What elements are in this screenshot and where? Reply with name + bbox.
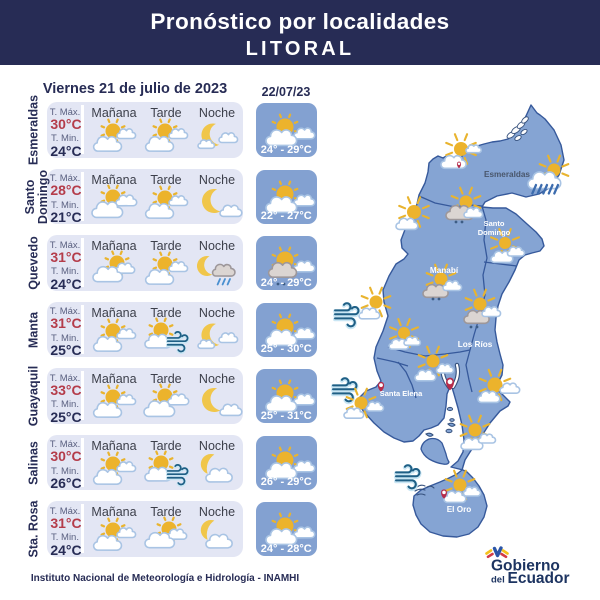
- svg-text:Esmeraldas: Esmeraldas: [484, 170, 530, 179]
- svg-text:Esmeraldas: Esmeraldas: [26, 95, 40, 165]
- svg-text:Salinas: Salinas: [26, 441, 40, 485]
- svg-text:Santo: Santo: [484, 219, 505, 228]
- svg-text:Santo: Santo: [23, 179, 37, 214]
- svg-text:Quevedo: Quevedo: [26, 236, 40, 290]
- svg-text:Guayaquil: Guayaquil: [26, 366, 40, 426]
- svg-text:Domingo: Domingo: [36, 169, 50, 224]
- svg-text:Manta: Manta: [26, 310, 40, 347]
- svg-text:Manabí: Manabí: [430, 266, 459, 275]
- svg-text:Ecuador: Ecuador: [508, 570, 570, 587]
- svg-text:El Oro: El Oro: [447, 505, 472, 514]
- svg-text:Domingo: Domingo: [478, 228, 511, 237]
- svg-text:Gobierno: Gobierno: [491, 558, 560, 575]
- svg-text:del: del: [491, 575, 505, 586]
- svg-text:Sta. Rosa: Sta. Rosa: [26, 499, 40, 557]
- svg-text:Santa Elena: Santa Elena: [380, 389, 423, 398]
- svg-text:Los Ríos: Los Ríos: [458, 340, 493, 349]
